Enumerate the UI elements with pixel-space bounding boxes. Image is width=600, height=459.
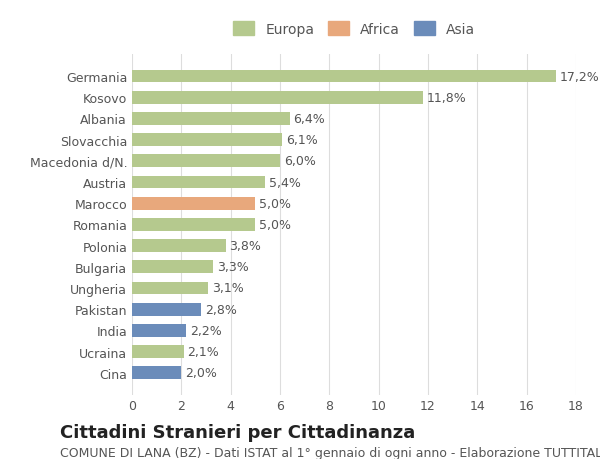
Text: Cittadini Stranieri per Cittadinanza: Cittadini Stranieri per Cittadinanza	[60, 423, 415, 441]
Text: 11,8%: 11,8%	[427, 91, 467, 105]
Bar	[132, 71, 556, 83]
Text: 2,8%: 2,8%	[205, 303, 236, 316]
Bar	[132, 134, 283, 147]
Bar	[132, 113, 290, 125]
Text: COMUNE DI LANA (BZ) - Dati ISTAT al 1° gennaio di ogni anno - Elaborazione TUTTI: COMUNE DI LANA (BZ) - Dati ISTAT al 1° g…	[60, 446, 600, 459]
Bar	[132, 325, 186, 337]
Text: 17,2%: 17,2%	[560, 70, 600, 84]
Text: 3,1%: 3,1%	[212, 282, 244, 295]
Legend: Europa, Africa, Asia: Europa, Africa, Asia	[229, 18, 479, 41]
Bar	[132, 282, 208, 295]
Text: 5,0%: 5,0%	[259, 197, 291, 210]
Text: 2,2%: 2,2%	[190, 324, 222, 337]
Bar	[132, 176, 265, 189]
Text: 6,4%: 6,4%	[293, 112, 325, 126]
Bar	[132, 155, 280, 168]
Bar	[132, 240, 226, 252]
Text: 6,0%: 6,0%	[284, 155, 316, 168]
Bar	[132, 367, 181, 379]
Text: 3,3%: 3,3%	[217, 261, 249, 274]
Text: 2,0%: 2,0%	[185, 366, 217, 380]
Bar	[132, 92, 423, 104]
Bar	[132, 346, 184, 358]
Text: 3,8%: 3,8%	[229, 240, 262, 252]
Text: 2,1%: 2,1%	[187, 345, 219, 358]
Text: 5,4%: 5,4%	[269, 176, 301, 189]
Bar	[132, 303, 201, 316]
Bar	[132, 261, 214, 274]
Bar	[132, 197, 256, 210]
Bar	[132, 218, 256, 231]
Text: 5,0%: 5,0%	[259, 218, 291, 231]
Text: 6,1%: 6,1%	[286, 134, 318, 147]
